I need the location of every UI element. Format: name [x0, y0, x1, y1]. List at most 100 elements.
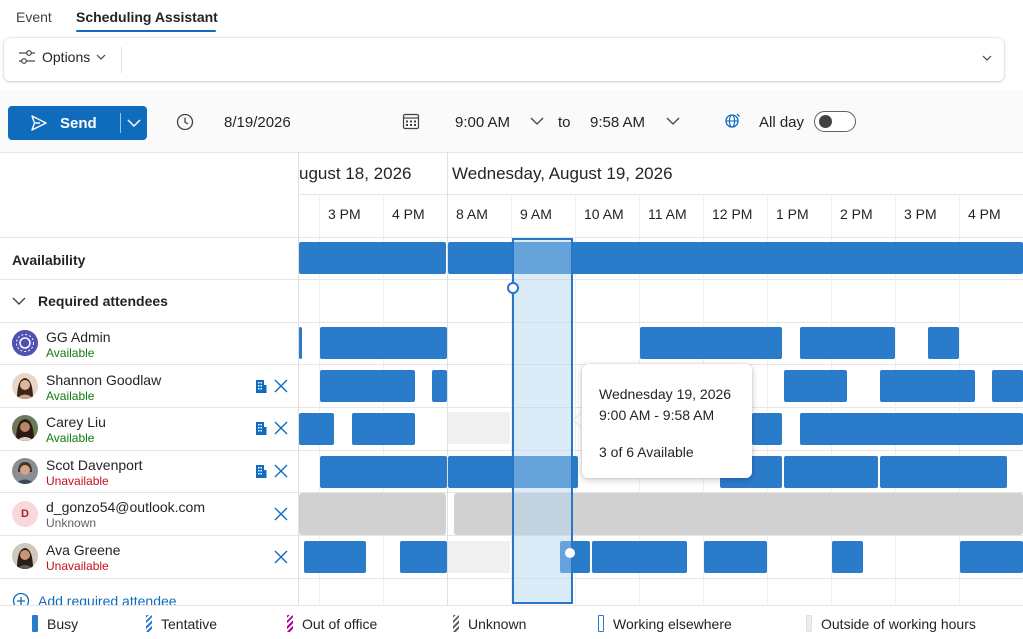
tentative-swatch: [146, 615, 152, 632]
remove-attendee-icon[interactable]: [274, 550, 288, 564]
busy-swatch: [32, 615, 38, 632]
avatar-initials: D: [12, 501, 38, 527]
person-photo-icon: [12, 458, 38, 484]
grid-line: [0, 152, 1023, 153]
building-icon: [256, 380, 267, 393]
legend-label: Busy: [47, 615, 79, 632]
toggle-knob: [819, 115, 832, 128]
date-field[interactable]: 8/19/2026: [224, 114, 291, 131]
busy-block: [640, 327, 782, 359]
attendee-status: Unknown: [46, 516, 97, 530]
attendee-status: Unavailable: [46, 559, 109, 573]
end-time-chevron-icon[interactable]: [666, 116, 680, 126]
start-time-chevron-icon[interactable]: [530, 116, 544, 126]
grid-line: [767, 195, 768, 605]
time-zone-globe-icon[interactable]: [723, 112, 741, 130]
attendee-name: Carey Liu: [46, 414, 106, 430]
attendee-status: Unavailable: [46, 474, 109, 488]
end-time-field[interactable]: 9:58 AM: [590, 114, 646, 131]
availability-label: Availability: [12, 252, 86, 268]
legend: Busy Tentative Out of office Unknown Wor…: [0, 605, 1023, 639]
avatar: [12, 543, 38, 569]
date-header-prev: ugust 18, 2026: [299, 164, 412, 183]
hour-label: 11 AM: [648, 206, 687, 222]
hour-label: 3 PM: [328, 206, 361, 222]
expand-chevron-icon[interactable]: [982, 54, 992, 62]
busy-block: [704, 541, 767, 573]
remove-attendee-icon[interactable]: [274, 421, 288, 435]
meeting-time-selection[interactable]: [512, 238, 573, 604]
hour-label: 4 PM: [392, 206, 425, 222]
all-day-toggle[interactable]: [814, 111, 856, 132]
legend-label: Out of office: [302, 615, 378, 632]
to-label: to: [558, 114, 571, 131]
divider: [121, 47, 122, 73]
start-time-field[interactable]: 9:00 AM: [455, 114, 511, 131]
date-header-current: Wednesday, August 19, 2026: [452, 164, 673, 183]
availability-bar: [299, 242, 446, 274]
tooltip-time: 9:00 AM - 9:58 AM: [599, 407, 715, 423]
send-button[interactable]: Send: [8, 106, 113, 140]
legend-item-out-of-office: Out of office: [287, 615, 377, 632]
attendee-row[interactable]: Ava Greene Unavailable: [0, 536, 298, 579]
busy-block: [880, 370, 975, 402]
grid-line: [511, 195, 512, 605]
grid-line: [298, 194, 1023, 195]
attendee-row[interactable]: Carey Liu Available: [0, 408, 298, 451]
grid-line: [319, 195, 320, 605]
busy-block: [432, 370, 447, 402]
legend-item-unknown: Unknown: [453, 615, 526, 632]
hour-label: 8 AM: [456, 206, 488, 222]
availability-tooltip: Wednesday 19, 2026 9:00 AM - 9:58 AM 3 o…: [582, 364, 752, 478]
busy-block: [992, 370, 1023, 402]
send-options-chevron-icon[interactable]: [126, 116, 142, 130]
attendee-row[interactable]: Scot Davenport Unavailable: [0, 451, 298, 494]
attendee-status: Available: [46, 346, 95, 360]
attendee-name: Shannon Goodlaw: [46, 372, 162, 388]
busy-block: [752, 413, 782, 445]
busy-block: [304, 541, 366, 573]
busy-block: [800, 327, 895, 359]
busy-block: [320, 327, 447, 359]
attendee-name: GG Admin: [46, 329, 111, 345]
calendar-icon[interactable]: [402, 112, 420, 130]
hour-label: 1 PM: [776, 206, 809, 222]
availability-bar: [448, 242, 1023, 274]
attendee-row[interactable]: D d_gonzo54@outlook.com Unknown: [0, 493, 298, 536]
busy-block: [320, 456, 447, 488]
unknown-block: [454, 493, 1023, 535]
required-attendees-label: Required attendees: [38, 293, 168, 309]
unknown-block: [299, 493, 446, 535]
selection-end-handle[interactable]: [565, 548, 575, 558]
building-icon: [256, 422, 267, 435]
tab-scheduling-assistant[interactable]: Scheduling Assistant: [76, 9, 218, 25]
attendee-row[interactable]: GG Admin Available: [0, 323, 298, 366]
attendee-status: Available: [46, 431, 95, 445]
busy-block: [400, 541, 447, 573]
busy-block: [352, 413, 415, 445]
attendee-name: Scot Davenport: [46, 457, 143, 473]
selection-start-handle[interactable]: [507, 282, 519, 294]
remove-attendee-icon[interactable]: [274, 464, 288, 478]
tab-event[interactable]: Event: [16, 9, 52, 25]
hour-label: 2 PM: [840, 206, 873, 222]
remove-attendee-icon[interactable]: [274, 507, 288, 521]
legend-item-working-elsewhere: Working elsewhere: [598, 615, 732, 632]
person-photo-icon: [12, 415, 38, 441]
busy-block: [560, 541, 590, 573]
busy-block: [784, 370, 847, 402]
remove-attendee-icon[interactable]: [274, 379, 288, 393]
grid-line: [575, 195, 576, 605]
busy-block: [928, 327, 959, 359]
chevron-down-icon: [12, 297, 26, 305]
outside-working-hours-swatch: [806, 615, 812, 632]
hour-label: 10 AM: [584, 206, 624, 222]
options-button[interactable]: Options: [18, 49, 106, 65]
required-attendees-toggle[interactable]: Required attendees: [12, 293, 168, 309]
chevron-down-icon: [96, 54, 106, 60]
attendee-row[interactable]: Shannon Goodlaw Available: [0, 366, 298, 409]
legend-label: Unknown: [468, 615, 527, 632]
divider: [120, 113, 121, 133]
legend-item-tentative: Tentative: [146, 615, 217, 632]
busy-block: [592, 541, 687, 573]
